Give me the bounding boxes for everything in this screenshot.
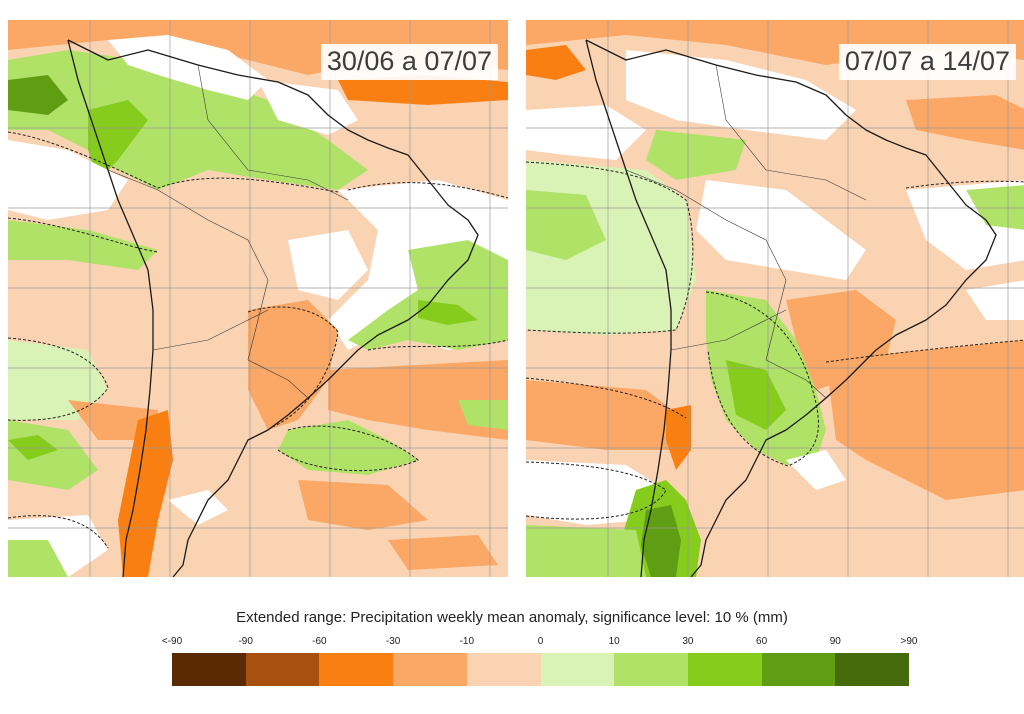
period-label-week1: 30/06 a 07/07 — [321, 44, 498, 80]
legend-swatch-1 — [246, 653, 320, 686]
legend-tick-label: <-90 — [162, 636, 182, 647]
map-panel-week2: 07/07 a 14/07 — [526, 20, 1024, 577]
legend-tick-label: 30 — [682, 636, 693, 647]
legend-tick-label: 0 — [538, 636, 544, 647]
legend-tick-label: 60 — [756, 636, 767, 647]
map-panel-week1: 30/06 a 07/07 — [8, 20, 508, 577]
precipitation-anomaly-map-week1 — [8, 20, 508, 577]
legend-tick-label: 90 — [830, 636, 841, 647]
legend-title: Extended range: Precipitation weekly mea… — [0, 609, 1024, 626]
legend-tick-label: -10 — [460, 636, 474, 647]
legend-swatch-6 — [614, 653, 688, 686]
period-label-week2: 07/07 a 14/07 — [839, 44, 1016, 80]
legend-color-bar — [172, 653, 909, 686]
legend-swatch-0 — [172, 653, 246, 686]
legend-swatch-4 — [467, 653, 541, 686]
legend-swatch-5 — [541, 653, 615, 686]
legend-tick-label: 10 — [609, 636, 620, 647]
legend-swatch-8 — [762, 653, 836, 686]
legend-tick-label: >90 — [901, 636, 918, 647]
precipitation-anomaly-map-week2 — [526, 20, 1024, 577]
legend-tick-label: -90 — [238, 636, 252, 647]
legend-tick-label: -60 — [312, 636, 326, 647]
legend-swatch-7 — [688, 653, 762, 686]
legend-tick-label: -30 — [386, 636, 400, 647]
legend-tick-labels: <-90 -90 -60 -30 -10 0 10 30 60 90 >90 — [0, 636, 1024, 650]
legend-swatch-9 — [835, 653, 909, 686]
legend-swatch-3 — [393, 653, 467, 686]
legend-swatch-2 — [319, 653, 393, 686]
